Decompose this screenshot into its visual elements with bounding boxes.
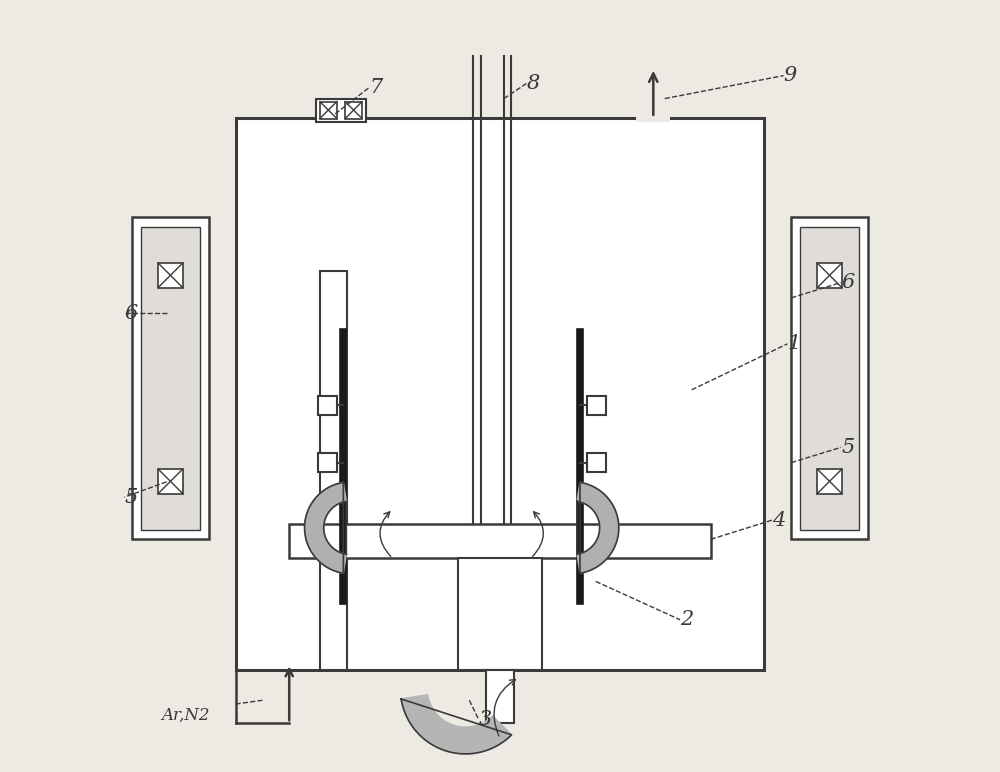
- Bar: [320, 271, 347, 669]
- Text: 2: 2: [680, 610, 693, 629]
- Polygon shape: [577, 482, 619, 574]
- Bar: [817, 469, 842, 493]
- Bar: [318, 453, 337, 472]
- Text: 8: 8: [527, 74, 540, 93]
- Text: 9: 9: [784, 66, 797, 85]
- Bar: [800, 226, 859, 530]
- Bar: [320, 102, 337, 119]
- Bar: [289, 524, 711, 558]
- Bar: [158, 263, 183, 288]
- Polygon shape: [305, 482, 346, 574]
- Bar: [817, 263, 842, 288]
- Bar: [587, 453, 606, 472]
- Text: 5: 5: [124, 488, 138, 506]
- Text: 6: 6: [841, 273, 854, 292]
- Text: 5: 5: [841, 438, 854, 457]
- Text: 1: 1: [787, 334, 801, 354]
- Bar: [636, 114, 670, 121]
- Polygon shape: [401, 695, 512, 754]
- Text: Ar,N2: Ar,N2: [161, 706, 210, 723]
- Bar: [345, 102, 362, 119]
- Bar: [458, 558, 542, 669]
- Bar: [316, 99, 366, 121]
- Text: 6: 6: [124, 303, 138, 323]
- Text: 3: 3: [479, 710, 492, 729]
- Bar: [141, 226, 200, 530]
- Text: 4: 4: [772, 510, 785, 530]
- Bar: [587, 395, 606, 415]
- Bar: [236, 118, 764, 669]
- Bar: [158, 469, 183, 493]
- Bar: [486, 669, 514, 723]
- Bar: [791, 218, 868, 540]
- Text: 7: 7: [370, 78, 383, 96]
- Bar: [318, 395, 337, 415]
- Bar: [132, 218, 209, 540]
